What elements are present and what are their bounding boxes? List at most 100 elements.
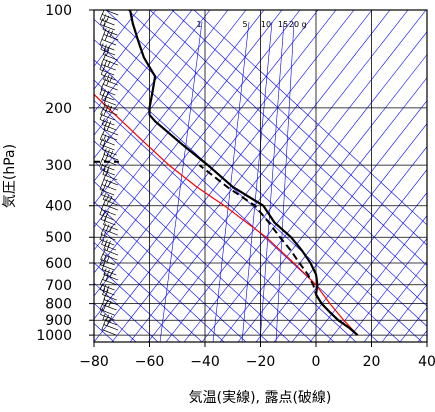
- wind-barb-flag: [102, 103, 106, 110]
- wind-barb-shaft: [100, 89, 116, 96]
- wind-barb-shaft: [101, 219, 116, 226]
- sounding-series: [94, 10, 359, 336]
- adiabat-line: [201, 54, 427, 342]
- wind-barb-flag: [106, 224, 110, 231]
- wind-barb-shaft: [101, 64, 116, 71]
- wind-barb-flag: [106, 319, 110, 326]
- adiabat-line: [219, 77, 427, 342]
- y-tick-label: 800: [45, 297, 72, 313]
- wind-barb-flag: [102, 259, 106, 266]
- wind-barb-shaft: [103, 204, 119, 211]
- y-tick-label: 1000: [36, 328, 72, 344]
- wind-barb-shaft: [103, 229, 118, 236]
- wind-barb-flag: [109, 150, 114, 157]
- adiabat-line: [94, 10, 301, 274]
- wind-barb-shaft: [99, 189, 115, 196]
- x-tick-label: −20: [246, 354, 276, 370]
- wind-barb-flag: [103, 218, 107, 225]
- wind-barb-flag: [106, 199, 110, 206]
- wind-barb-flag: [109, 195, 113, 203]
- wind-barb-flag: [105, 104, 110, 111]
- wind-barb-flag: [102, 23, 106, 30]
- wind-barb-shaft: [99, 44, 115, 51]
- wind-barb-flag: [102, 248, 106, 255]
- wind-barb-flag: [100, 43, 104, 50]
- wind-barb-flag: [103, 98, 107, 105]
- adiabat-line: [94, 10, 265, 228]
- wind-barb-shaft: [103, 84, 118, 91]
- wind-barb-flag: [105, 169, 109, 176]
- adiabat-line: [94, 181, 269, 342]
- wind-barb-flag: [106, 165, 110, 172]
- wind-barb-shaft: [101, 99, 117, 106]
- x-tick-label: −60: [135, 354, 165, 370]
- wind-barb-flag: [99, 138, 103, 145]
- wind-barb-shaft: [100, 284, 115, 291]
- wind-barb-flag: [102, 168, 106, 175]
- wind-barb-flag: [106, 285, 110, 293]
- wind-barb-flag: [103, 53, 107, 60]
- wind-barb-flag: [100, 228, 104, 235]
- mixing-ratio-label: 5: [242, 20, 247, 29]
- x-tick-label: −80: [79, 354, 109, 370]
- adiabat-line: [94, 10, 283, 251]
- wind-barb-flag: [103, 19, 107, 26]
- dewpoint-line: [198, 164, 359, 336]
- wind-barb-flag: [100, 188, 104, 195]
- wind-barb-shaft: [99, 119, 115, 126]
- adiabat-line: [381, 284, 427, 342]
- wind-barbs: [99, 10, 119, 336]
- wind-barb-shaft: [101, 269, 117, 276]
- adiabat-line: [147, 10, 409, 342]
- y-axis-label: 気圧(hPa): [2, 144, 18, 208]
- wind-barb-shaft: [102, 304, 117, 311]
- y-tick-label: 900: [45, 313, 72, 329]
- wind-barb-flag: [99, 113, 103, 120]
- adiabat-line: [94, 282, 159, 342]
- wind-barb-flag: [102, 143, 106, 150]
- wind-barb-flag: [99, 133, 104, 140]
- wind-barb-flag: [101, 263, 105, 270]
- mixing-ratio-label: 10: [261, 20, 271, 29]
- adiabat-line: [127, 10, 427, 287]
- x-tick-label: 20: [363, 354, 381, 370]
- wind-barb-shaft: [103, 154, 119, 161]
- adiabat-line: [129, 10, 391, 342]
- adiabat-line: [94, 10, 175, 113]
- wind-barb-flag: [104, 119, 109, 126]
- wind-barb-shaft: [102, 149, 117, 156]
- wind-barb-shaft: [103, 199, 118, 206]
- wind-barb-flag: [103, 284, 107, 291]
- mixing-ratio-label: 20: [289, 20, 299, 29]
- wind-barb-flag: [105, 274, 109, 281]
- wind-barb-shaft: [99, 264, 115, 271]
- wind-barb-flag: [102, 288, 106, 295]
- wind-barb-flag: [109, 225, 113, 233]
- wind-barb-shaft: [102, 279, 118, 286]
- x-tick-label: 0: [312, 354, 321, 370]
- wind-barb-flag: [101, 203, 105, 210]
- mixing-ratio-line: [159, 21, 203, 342]
- wind-barb-shaft: [100, 49, 116, 56]
- wind-barb-flag: [99, 303, 103, 310]
- adiabat-line: [237, 100, 427, 342]
- wind-barb-flag: [100, 108, 104, 115]
- wind-barb-flag: [109, 75, 113, 82]
- y-tick-label: 400: [45, 199, 72, 215]
- y-tick-label: 200: [45, 101, 72, 117]
- mixing-ratio-line: [241, 21, 273, 342]
- adiabat-line: [94, 10, 229, 182]
- y-tick-label: 300: [45, 158, 72, 174]
- wind-barb-flag: [104, 239, 108, 246]
- wind-barb-shaft: [103, 34, 119, 41]
- adiabat-line: [94, 160, 291, 342]
- wind-barb-flag: [103, 198, 107, 205]
- wind-barb-flag: [102, 313, 106, 320]
- wind-barb-shaft: [99, 19, 115, 26]
- wind-barb-shaft: [102, 294, 117, 301]
- wind-barb-flag: [99, 158, 103, 165]
- wind-barb-flag: [103, 243, 107, 250]
- wind-barb-flag: [103, 139, 107, 146]
- wind-barb-shaft: [103, 59, 119, 66]
- wind-barb-flag: [101, 118, 105, 125]
